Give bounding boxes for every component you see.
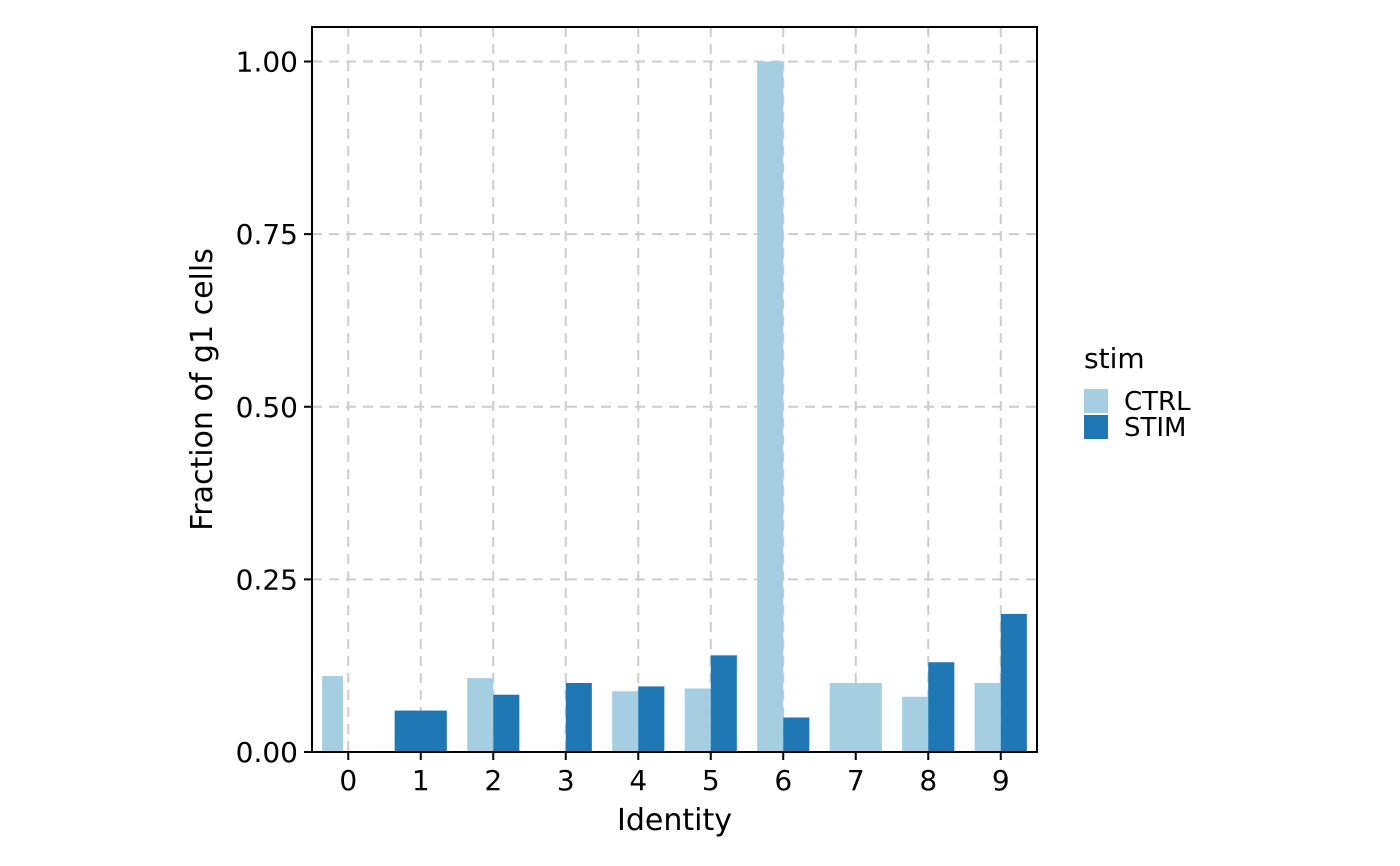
x-tick-label: 0 — [339, 764, 357, 797]
y-tick-label: 0.25 — [236, 563, 298, 596]
bar-ctrl — [322, 676, 344, 752]
x-tick-label: 5 — [702, 764, 720, 797]
x-tick-label: 4 — [629, 764, 647, 797]
bar-ctrl — [757, 61, 784, 753]
bar-stim — [638, 686, 665, 752]
bar-ctrl — [829, 682, 882, 752]
x-tick-label: 8 — [919, 764, 937, 797]
bar-ctrl — [684, 688, 711, 752]
plot-panel-border — [311, 26, 1038, 753]
x-tick-label: 6 — [774, 764, 792, 797]
axes: 0.00 0.25 0.50 0.75 1.00 0 1 2 3 4 5 6 7 8 9 — [236, 46, 1010, 797]
bar-ctrl — [974, 682, 1001, 752]
bar-ctrl — [467, 678, 494, 752]
x-tick-label: 1 — [412, 764, 430, 797]
bar-stim — [565, 682, 592, 752]
bar-stim — [394, 710, 447, 752]
grid-lines — [312, 27, 1037, 753]
legend-title: stim — [1084, 342, 1145, 375]
x-tick-label: 2 — [484, 764, 502, 797]
y-axis-label: Fraction of g1 cells — [185, 248, 220, 531]
y-tick-label: 0.50 — [236, 391, 298, 424]
legend-swatch-ctrl — [1084, 389, 1108, 413]
bar-stim — [493, 694, 520, 752]
bar-ctrl — [902, 696, 929, 752]
bar-stim — [783, 717, 810, 752]
x-axis-label: Identity — [617, 803, 732, 838]
x-tick-label: 9 — [992, 764, 1010, 797]
y-tick-label: 0.75 — [236, 218, 298, 251]
legend-label-stim: STIM — [1124, 413, 1187, 443]
bar-stim — [1000, 613, 1027, 752]
y-tick-label: 1.00 — [236, 46, 298, 79]
y-tick-label: 0.00 — [236, 736, 298, 769]
legend-swatch-stim — [1084, 415, 1108, 439]
x-tick-label: 3 — [557, 764, 575, 797]
bars — [322, 61, 1027, 753]
legend-label-ctrl: CTRL — [1124, 387, 1191, 417]
bar-stim — [928, 662, 955, 752]
x-tick-label: 7 — [847, 764, 865, 797]
bar-stim — [710, 655, 737, 752]
bar-ctrl — [612, 691, 639, 752]
